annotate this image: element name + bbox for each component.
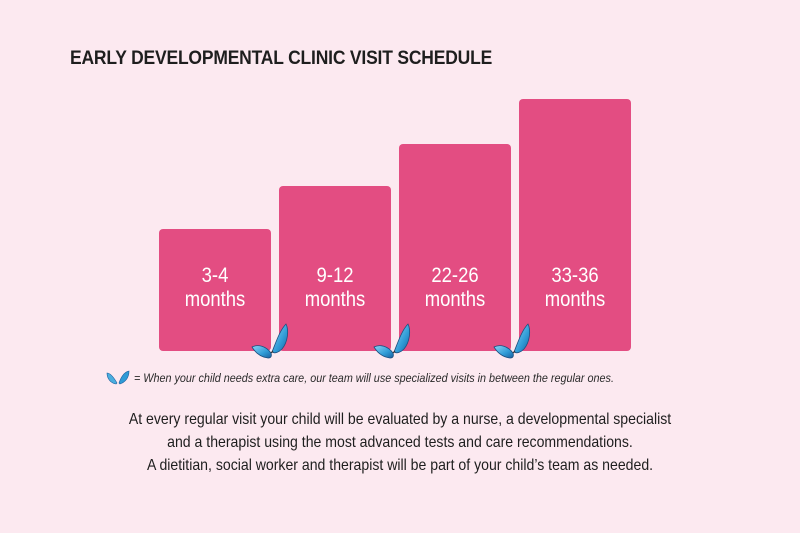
page-title: EARLY DEVELOPMENTAL CLINIC VISIT SCHEDUL… [70, 48, 493, 69]
description-line-3: A dietitian, social worker and therapist… [146, 457, 654, 474]
butterfly-icon [493, 323, 531, 359]
butterfly-icon [106, 370, 130, 385]
bar-label: 3-4 months [166, 264, 265, 312]
description: At every regular visit your child will b… [0, 408, 800, 477]
bar-unit: months [424, 288, 486, 311]
bar-range: 3-4 [201, 264, 229, 287]
bar-range: 33-36 [551, 264, 599, 287]
bar-range: 9-12 [316, 264, 354, 287]
bar-visit-2: 9-12 months [279, 186, 391, 351]
bar-unit: months [304, 288, 366, 311]
legend: = When your child needs extra care, our … [106, 370, 667, 386]
bar-label: 9-12 months [286, 264, 385, 312]
legend-text: = When your child needs extra care, our … [134, 371, 614, 385]
bar-visit-1: 3-4 months [159, 229, 271, 351]
butterfly-icon [251, 323, 289, 359]
description-line-1: At every regular visit your child will b… [128, 411, 672, 428]
bar-label: 33-36 months [526, 264, 625, 312]
bar-unit: months [184, 288, 246, 311]
description-line-2: and a therapist using the most advanced … [167, 434, 633, 451]
bar-unit: months [544, 288, 606, 311]
bar-range: 22-26 [431, 264, 479, 287]
butterfly-icon [373, 323, 411, 359]
bar-label: 22-26 months [406, 264, 505, 312]
bar-visit-4: 33-36 months [519, 99, 631, 351]
visit-schedule-chart: 3-4 months 9-12 months 22-26 months 33-3… [159, 99, 631, 359]
bar-visit-3: 22-26 months [399, 144, 511, 351]
